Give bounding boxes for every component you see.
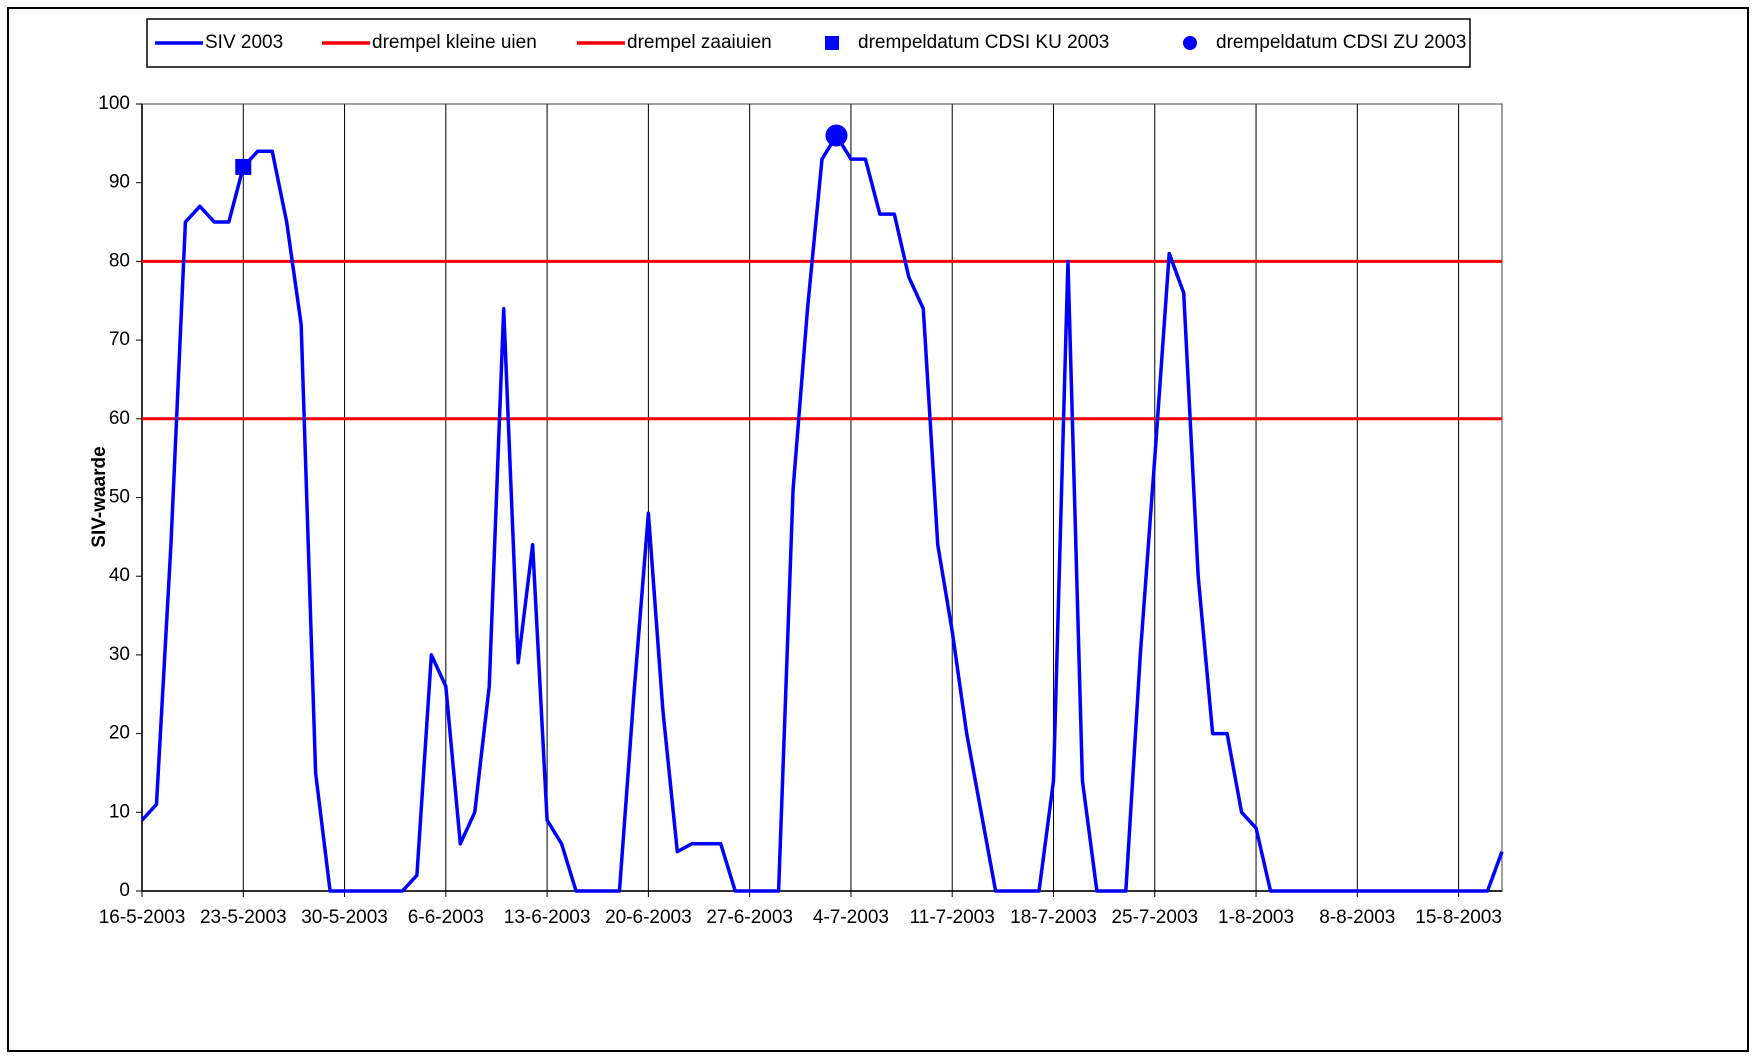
y-tick-label: 60 [109,408,130,429]
y-tick-label: 70 [109,329,130,350]
y-tick-label: 30 [109,644,130,665]
x-tick-label: 27-6-2003 [706,907,793,928]
x-tick-label: 16-5-2003 [99,907,186,928]
line-series [140,133,1504,893]
y-axis-title: SIV-waarde [89,446,110,547]
legend-label: drempel zaaiuien [627,32,772,53]
x-tick-label: 18-7-2003 [1010,907,1097,928]
legend-label: drempel kleine uien [372,32,537,53]
marker [235,158,252,175]
x-tick-label: 8-8-2003 [1319,907,1395,928]
x-tick-label: 23-5-2003 [200,907,287,928]
legend-label: drempeldatum CDSI ZU 2003 [1216,32,1466,53]
y-tick-label: 80 [109,250,130,271]
x-tick-label: 15-8-2003 [1415,907,1502,928]
x-tick-label: 20-6-2003 [605,907,692,928]
y-tick-label: 20 [109,723,130,744]
legend-label: SIV 2003 [205,32,283,53]
y-tick-label: 10 [109,801,130,822]
legend-label: drempeldatum CDSI KU 2003 [858,32,1109,53]
x-tick-label: 25-7-2003 [1111,907,1198,928]
x-tick-label: 30-5-2003 [301,907,388,928]
y-tick-label: 0 [119,880,130,901]
plot-area [141,103,1503,892]
y-tick-label: 100 [98,93,130,114]
x-tick-label: 4-7-2003 [813,907,889,928]
marker [825,124,848,147]
legend-swatch [1183,36,1197,50]
x-tick-label: 11-7-2003 [910,907,995,928]
y-tick-label: 50 [109,487,130,508]
x-tick-label: 6-6-2003 [408,907,484,928]
y-tick-label: 90 [109,172,130,193]
legend-swatch [825,36,839,50]
x-tick-label: 13-6-2003 [504,907,591,928]
x-tick-label: 1-8-2003 [1218,907,1294,928]
y-tick-label: 40 [109,565,130,586]
